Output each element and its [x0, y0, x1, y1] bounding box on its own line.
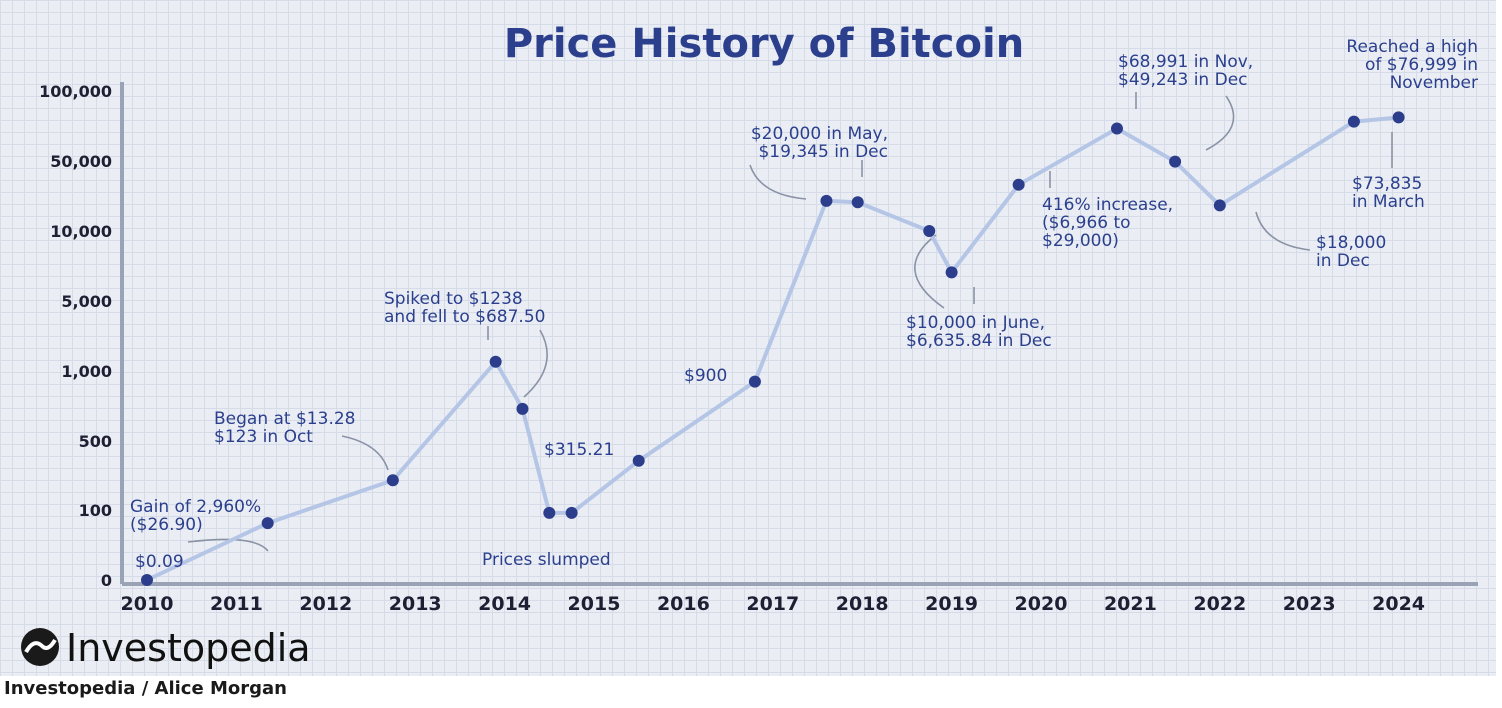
data-point — [1169, 155, 1182, 168]
x-tick-label: 2010 — [121, 593, 174, 615]
chart-title: Price History of Bitcoin — [504, 21, 1024, 67]
annotation-label: $315.21 — [544, 440, 614, 460]
x-tick-label: 2020 — [1015, 593, 1068, 615]
x-tick-label: 2013 — [389, 593, 442, 615]
y-tick-label: 50,000 — [50, 152, 112, 171]
x-tick-label: 2024 — [1372, 593, 1425, 615]
annotation-label: $68,991 in Nov, $49,243 in Dec — [1118, 52, 1253, 90]
investopedia-logo: Investopedia — [18, 624, 378, 670]
annotation-label: $20,000 in May, $19,345 in Dec — [751, 124, 888, 162]
annotation-arrows — [187, 92, 1393, 552]
data-point — [1347, 115, 1360, 128]
data-point — [261, 517, 274, 530]
data-point — [565, 506, 578, 519]
annotation-label: Gain of 2,960% ($26.90) — [130, 497, 261, 535]
logo-text: Investopedia — [66, 626, 311, 670]
axes — [120, 82, 1478, 586]
y-tick-label: 500 — [79, 432, 112, 451]
arrow-dec-2021-icon — [1205, 95, 1235, 151]
arrow-began-icon — [341, 435, 389, 471]
y-tick-labels: 0 100 500 1,000 5,000 10,000 50,000 100,000 — [39, 82, 112, 590]
data-points — [141, 111, 1405, 586]
x-tick-label: 2021 — [1104, 593, 1157, 615]
price-line — [146, 115, 1399, 582]
arrow-fell-icon — [523, 329, 548, 398]
annotation-label: 416% increase, ($6,966 to $29,000) — [1042, 195, 1173, 251]
x-tick-label: 2011 — [210, 593, 263, 615]
data-point — [1392, 111, 1405, 124]
data-point — [851, 196, 864, 209]
data-point — [632, 454, 645, 467]
data-point — [820, 194, 833, 207]
data-point — [386, 474, 399, 487]
x-tick-label: 2016 — [657, 593, 710, 615]
annotation-label: $18,000 in Dec — [1316, 233, 1386, 271]
arrow-may-icon — [749, 164, 807, 200]
data-point — [1213, 199, 1226, 212]
x-tick-labels: 2010 2011 2012 2013 2014 2015 2016 2017 2018 2019… — [121, 593, 1425, 615]
x-tick-label: 2014 — [478, 593, 531, 615]
x-tick-label: 2012 — [299, 593, 352, 615]
logo-mark-icon: Investopedia — [21, 626, 311, 670]
x-tick-label: 2018 — [836, 593, 889, 615]
y-tick-label: 100,000 — [39, 82, 112, 101]
annotation-label: $10,000 in June, $6,635.84 in Dec — [906, 313, 1052, 351]
x-tick-label: 2023 — [1283, 593, 1336, 615]
x-tick-label: 2017 — [746, 593, 799, 615]
data-point — [748, 375, 761, 388]
chart-panel: Price History of Bitcoin 0 100 500 1,000 5,0… — [0, 0, 1496, 676]
x-tick-label: 2015 — [568, 593, 621, 615]
annotation-label: $0.09 — [135, 552, 184, 572]
annotations: $0.09 Gain of 2,960% ($26.90) Began at $13.… — [130, 37, 1478, 572]
data-point — [923, 225, 936, 237]
annotation-label: Prices slumped — [482, 550, 611, 570]
data-point — [543, 506, 556, 519]
y-tick-label: 10,000 — [50, 222, 112, 241]
data-point — [489, 355, 502, 368]
x-tick-label: 2022 — [1193, 593, 1246, 615]
data-point — [945, 266, 958, 279]
annotation-label: $73,835 in March — [1352, 174, 1425, 212]
y-tick-label: 0 — [101, 571, 112, 590]
image-credit: Investopedia / Alice Morgan — [4, 678, 287, 699]
arrow-dec-2022-icon — [1255, 211, 1311, 251]
annotation-label: $900 — [684, 366, 727, 386]
price-chart: Price History of Bitcoin 0 100 500 1,000 5,0… — [39, 21, 1478, 615]
x-tick-label: 2019 — [925, 593, 978, 615]
arrow-gain-icon — [187, 538, 269, 552]
data-point — [516, 402, 529, 415]
annotation-label: Spiked to $1238 and fell to $687.50 — [384, 289, 545, 327]
annotation-label: Began at $13.28 $123 in Oct — [214, 409, 355, 447]
y-tick-label: 100 — [79, 501, 112, 520]
data-point — [141, 574, 153, 586]
y-tick-label: 5,000 — [61, 292, 112, 311]
data-point — [1012, 178, 1025, 191]
y-tick-label: 1,000 — [61, 362, 112, 381]
arrow-june-icon — [914, 234, 945, 309]
annotation-label: Reached a high of $76,999 in November — [1346, 37, 1478, 93]
data-point — [1110, 122, 1123, 135]
